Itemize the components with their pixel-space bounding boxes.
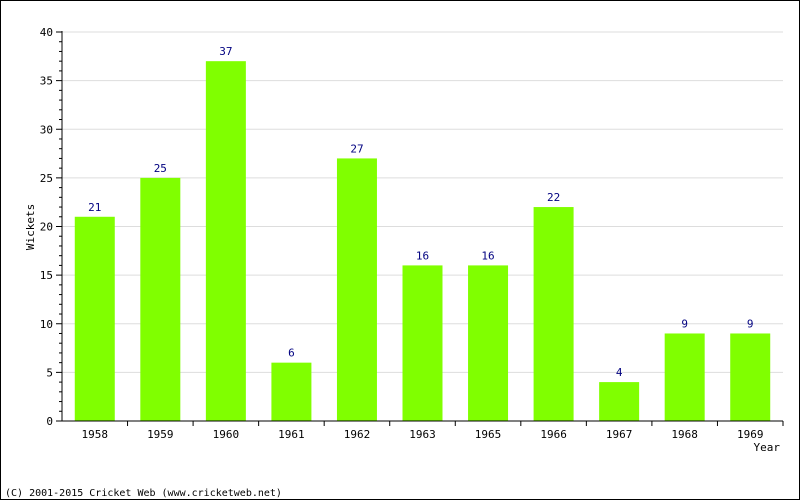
data-label-1965: 16 bbox=[481, 249, 494, 262]
data-label-1968: 9 bbox=[681, 317, 688, 330]
bars bbox=[74, 61, 771, 422]
data-label-1966: 22 bbox=[547, 191, 560, 204]
data-label-1969: 9 bbox=[747, 317, 754, 330]
x-tick-label: 1961 bbox=[278, 428, 305, 441]
bar-1963 bbox=[402, 265, 443, 421]
data-label-1958: 21 bbox=[88, 201, 101, 214]
axes bbox=[56, 31, 784, 426]
y-tick-label: 40 bbox=[40, 26, 53, 39]
bar-1962 bbox=[336, 158, 377, 422]
x-tick-label: 1967 bbox=[606, 428, 633, 441]
x-tick-label: 1969 bbox=[737, 428, 764, 441]
x-tick-label: 1959 bbox=[147, 428, 174, 441]
x-tick-label: 1966 bbox=[540, 428, 567, 441]
x-tick-label: 1962 bbox=[344, 428, 371, 441]
x-tick-labels: 1958 1959 1960 1961 1962 1963 1965 1966 1967 1968… bbox=[82, 428, 764, 441]
y-tick-label: 30 bbox=[40, 123, 53, 136]
data-label-1963: 16 bbox=[416, 249, 429, 262]
y-tick-label: 20 bbox=[40, 221, 53, 234]
bar-1965 bbox=[468, 265, 509, 421]
x-tick-label: 1965 bbox=[475, 428, 502, 441]
x-tick-label: 1958 bbox=[82, 428, 109, 441]
y-axis-title: Wickets bbox=[24, 204, 37, 250]
data-label-1962: 27 bbox=[350, 142, 363, 155]
y-tick-label: 25 bbox=[40, 172, 53, 185]
x-tick-label: 1963 bbox=[409, 428, 436, 441]
bar-1969 bbox=[730, 333, 771, 421]
data-label-1959: 25 bbox=[154, 162, 167, 175]
data-labels: 21 25 37 6 27 16 16 22 4 9 9 bbox=[88, 45, 753, 379]
x-tick-label: 1968 bbox=[671, 428, 698, 441]
bar-1966 bbox=[533, 207, 574, 421]
bar-1968 bbox=[664, 333, 705, 421]
y-tick-label: 15 bbox=[40, 269, 53, 282]
y-tick-label: 35 bbox=[40, 75, 53, 88]
y-tick-label: 10 bbox=[40, 318, 53, 331]
bar-1959 bbox=[140, 177, 181, 421]
y-tick-label: 0 bbox=[46, 415, 53, 428]
copyright-footer: (C) 2001-2015 Cricket Web (www.cricketwe… bbox=[5, 488, 282, 499]
bar-1960 bbox=[205, 61, 246, 422]
data-label-1967: 4 bbox=[616, 366, 623, 379]
y-tick-label: 5 bbox=[46, 366, 53, 379]
bar-1958 bbox=[74, 216, 115, 421]
x-axis-title: Year bbox=[754, 441, 781, 454]
y-tick-labels: 0 5 10 15 20 25 30 35 40 bbox=[40, 26, 53, 428]
x-tick-label: 1960 bbox=[213, 428, 240, 441]
data-label-1961: 6 bbox=[288, 347, 295, 360]
data-label-1960: 37 bbox=[219, 45, 232, 58]
bar-1967 bbox=[599, 382, 640, 421]
bar-1961 bbox=[271, 362, 312, 421]
